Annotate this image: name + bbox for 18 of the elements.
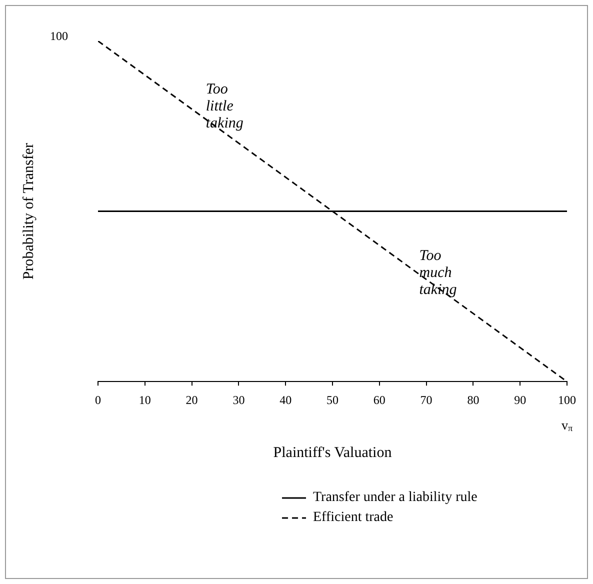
x-axis-title: Plaintiff's Valuation <box>273 444 392 461</box>
x-tick-label: 0 <box>95 392 101 407</box>
x-tick-label: 80 <box>467 392 480 407</box>
x-tick-label: 70 <box>420 392 432 407</box>
annotation: Too little taking <box>206 81 244 132</box>
x-tick-label: 20 <box>186 392 198 407</box>
x-tick-label: 60 <box>373 392 386 407</box>
x-tick-label: 10 <box>138 392 151 407</box>
annotation: Too much taking <box>419 248 458 298</box>
legend-label: Transfer under a liability rule <box>313 490 478 506</box>
x-tick-label: 30 <box>232 392 245 407</box>
x-tick-label: 50 <box>326 392 338 407</box>
x-tick-label: 100 <box>558 392 576 407</box>
x-tick-label: 40 <box>280 392 292 407</box>
x-tick-label: 90 <box>514 392 526 407</box>
text: 100 <box>50 29 68 44</box>
legend-label: Efficient trade <box>313 510 394 526</box>
y-axis-title: Probability of Transfer <box>20 142 37 280</box>
